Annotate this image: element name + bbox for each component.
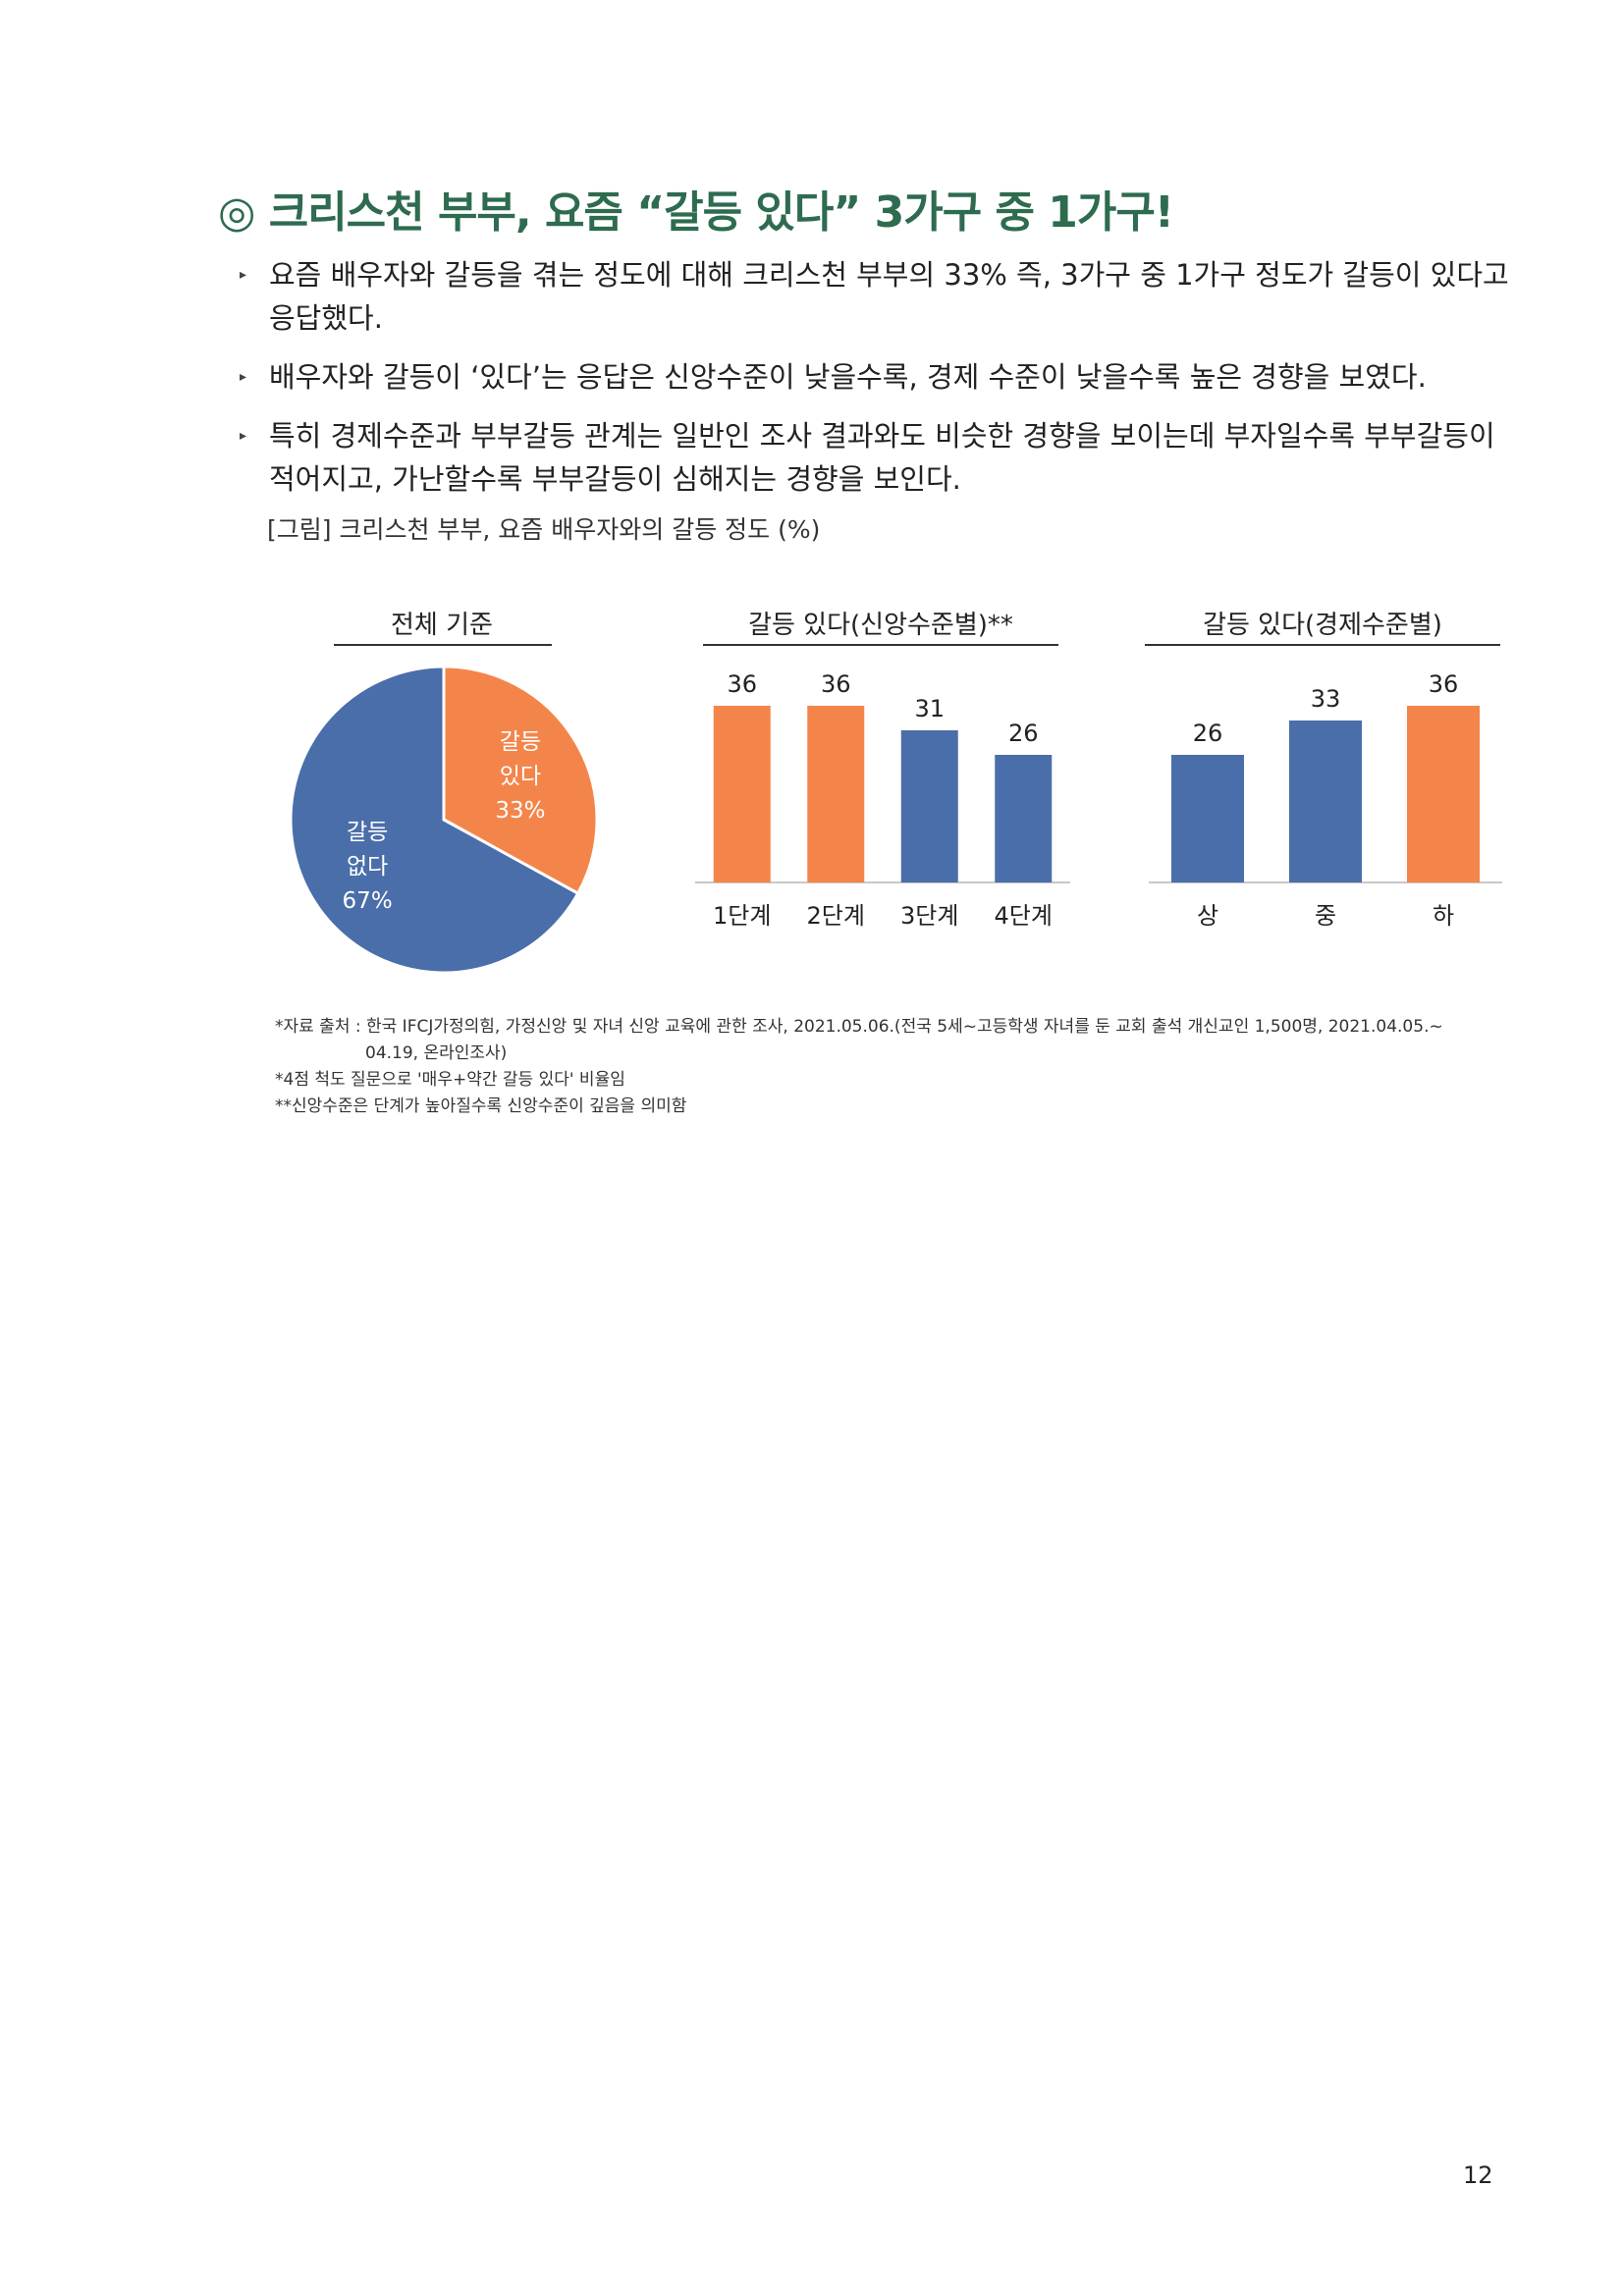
faith-bar	[995, 755, 1053, 882]
economy-title-rule	[1145, 644, 1500, 646]
faith-value-label: 26	[1008, 720, 1039, 747]
faith-value-label: 36	[727, 670, 757, 698]
faith-chart-title: 갈등 있다(신앙수준별)**	[748, 611, 1013, 640]
bullet-list: ▸ 요즘 배우자와 갈등을 겪는 정도에 대해 크리스천 부부의 33% 즉, …	[236, 253, 1512, 516]
faith-level-note: **신앙수준은 단계가 높아질수록 신앙수준이 깊음을 의미함	[275, 1096, 687, 1116]
faith-bar	[713, 706, 771, 882]
economy-chart-title: 갈등 있다(경제수준별)	[1203, 611, 1442, 640]
economy-category-label: 상	[1197, 902, 1218, 930]
footnotes: *자료 출처 : 한국 IFCJ가정의힘, 가정신앙 및 자녀 신앙 교육에 관…	[275, 1014, 1443, 1120]
pie-title-rule	[334, 644, 552, 646]
pie-slice-label: 없다	[347, 854, 388, 880]
economy-value-label: 33	[1311, 685, 1341, 713]
faith-bar	[807, 706, 865, 882]
triangle-bullet-icon: ▸	[240, 369, 247, 385]
faith-bar	[900, 730, 958, 882]
faith-category-label: 3단계	[900, 902, 958, 930]
bullet-item: ▸ 배우자와 갈등이 ‘있다’는 응답은 신앙수준이 낮을수록, 경제 수준이 …	[236, 355, 1512, 399]
figure-caption: [그림] 크리스천 부부, 요즘 배우자와의 갈등 정도 (%)	[267, 515, 821, 544]
economy-bar	[1407, 706, 1480, 882]
faith-category-label: 1단계	[713, 902, 771, 930]
bullet-item: ▸ 요즘 배우자와 갈등을 겪는 정도에 대해 크리스천 부부의 33% 즉, …	[236, 253, 1512, 340]
source-note: *자료 출처 : 한국 IFCJ가정의힘, 가정신앙 및 자녀 신앙 교육에 관…	[275, 1017, 1443, 1037]
pie-slice	[442, 665, 599, 896]
pie-chart-title: 전체 기준	[391, 611, 493, 640]
bullet-text: 배우자와 갈등이 ‘있다’는 응답은 신앙수준이 낮을수록, 경제 수준이 낮을…	[269, 360, 1427, 394]
bullet-text: 특히 경제수준과 부부갈등 관계는 일반인 조사 결과와도 비슷한 경향을 보이…	[269, 419, 1495, 496]
faith-title-rule	[703, 644, 1058, 646]
charts-canvas: 갈등있다33%갈등없다67%361단계362단계313단계264단계26상33중…	[289, 665, 1502, 975]
scale-note: *4점 척도 질문으로 '매우+약간 갈등 있다' 비율임	[275, 1070, 625, 1090]
pie-slice-label: 있다	[500, 764, 541, 789]
economy-category-label: 하	[1433, 902, 1454, 930]
faith-value-label: 31	[914, 695, 945, 722]
bullet-item: ▸ 특히 경제수준과 부부갈등 관계는 일반인 조사 결과와도 비슷한 경향을 …	[236, 414, 1512, 501]
faith-category-label: 2단계	[807, 902, 865, 930]
pie-slice-label: 33%	[495, 798, 545, 824]
source-note-continued: 04.19, 온라인조사)	[365, 1043, 508, 1063]
triangle-bullet-icon: ▸	[240, 267, 247, 283]
economy-value-label: 36	[1429, 670, 1459, 698]
economy-value-label: 26	[1193, 720, 1223, 747]
faith-category-label: 4단계	[995, 902, 1053, 930]
faith-value-label: 36	[821, 670, 851, 698]
economy-bar	[1289, 721, 1362, 882]
economy-bar	[1171, 755, 1244, 882]
page-title: ◎ 크리스천 부부, 요즘 “갈등 있다” 3가구 중 1가구!	[218, 187, 1174, 238]
economy-category-label: 중	[1315, 902, 1336, 930]
triangle-bullet-icon: ▸	[240, 428, 247, 444]
bullet-text: 요즘 배우자와 갈등을 겪는 정도에 대해 크리스천 부부의 33% 즉, 3가…	[269, 258, 1509, 335]
page-number: 12	[1463, 2162, 1493, 2189]
pie-slice-label: 갈등	[347, 820, 388, 845]
pie-slice	[289, 665, 580, 975]
pie-slice-label: 67%	[343, 888, 393, 914]
pie-slice-label: 갈등	[500, 729, 541, 755]
